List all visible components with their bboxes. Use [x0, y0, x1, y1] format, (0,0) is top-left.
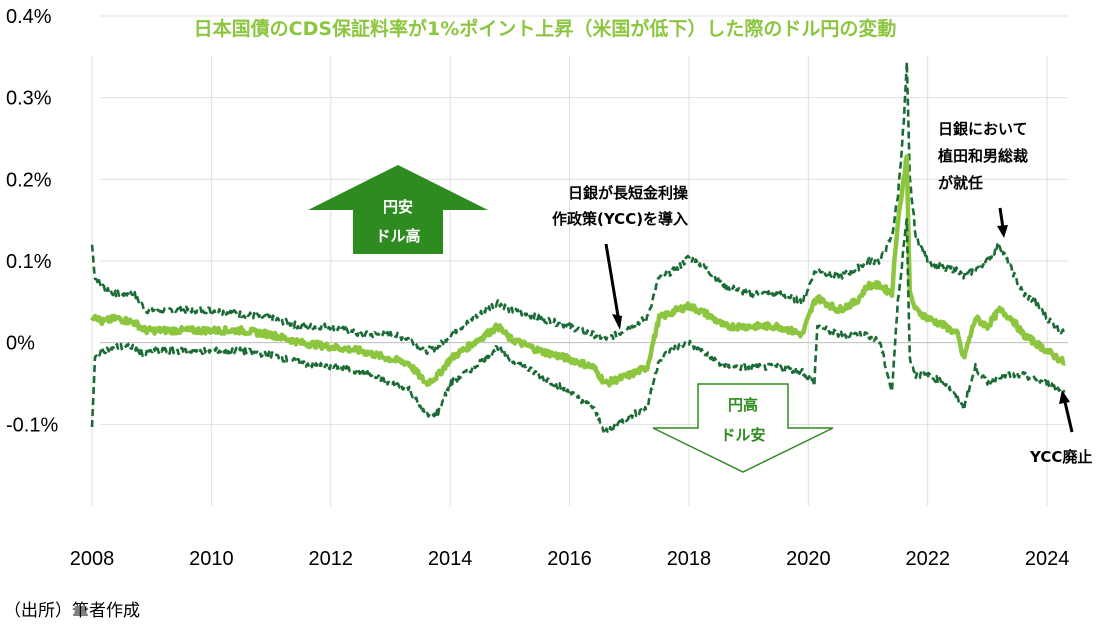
up-arrow-icon — [308, 165, 488, 254]
annotation-ueda-line1: 日銀において — [938, 120, 1028, 138]
y-tick-label: 0.1% — [6, 251, 52, 273]
x-tick-label: 2024 — [1025, 548, 1070, 570]
yen-strong-label-2: ドル安 — [720, 426, 765, 444]
series-line-lower — [90, 218, 1066, 434]
yen-strong-arrow: 円高 ドル安 — [652, 383, 834, 473]
annotation-ycc-intro-line2: 作政策(YCC)を導入 — [552, 210, 688, 228]
y-tick-label: 0% — [6, 333, 35, 355]
chart-title: 日本国債のCDS保証料率が1%ポイント上昇（米国が低下）した際のドル円の変動 — [194, 17, 897, 40]
y-tick-label: -0.1% — [6, 414, 58, 436]
x-tick-label: 2008 — [70, 548, 115, 570]
annotation-ycc-end-pointer — [1063, 401, 1074, 433]
down-arrow-icon — [652, 383, 834, 473]
x-tick-label: 2012 — [309, 548, 354, 570]
y-tick-label: 0.2% — [6, 169, 52, 191]
source-note: （出所）筆者作成 — [4, 601, 140, 621]
series-layer — [90, 60, 1067, 434]
annotation-ycc-intro: 日銀が長短金利操 作政策(YCC)を導入 — [552, 184, 689, 330]
arrowhead-icon — [1059, 390, 1070, 404]
yen-weak-label-2: ドル高 — [375, 227, 420, 245]
yen-strong-label-1: 円高 — [728, 396, 758, 414]
annotation-ycc-end: YCC廃止 — [1029, 390, 1092, 466]
annotation-ueda: 日銀において 植田和男総裁 が就任 — [938, 120, 1028, 238]
annotation-ycc-intro-pointer — [604, 243, 620, 317]
annotation-ueda-line3: が就任 — [938, 174, 983, 192]
x-tick-label: 2022 — [905, 548, 950, 570]
x-axis-ticks: 2008 2010 2012 2014 2016 2018 2020 2022 2024 — [70, 548, 1070, 570]
annotation-ueda-pointer — [998, 207, 1005, 229]
y-tick-label: 0.3% — [6, 88, 52, 110]
yen-weak-label-1: 円安 — [383, 198, 413, 216]
grid-lines — [91, 15, 1068, 506]
annotation-ueda-line2: 植田和男総裁 — [938, 147, 1028, 165]
x-tick-label: 2016 — [547, 548, 592, 570]
x-tick-label: 2014 — [428, 548, 473, 570]
series-line-center — [90, 153, 1067, 388]
series-line-upper — [90, 60, 1066, 355]
y-tick-label: 0.4% — [6, 6, 52, 28]
annotation-ycc-end-text: YCC廃止 — [1029, 448, 1092, 466]
yen-weak-arrow: 円安 ドル高 — [308, 165, 488, 254]
x-tick-label: 2018 — [667, 548, 712, 570]
annotation-ycc-intro-line1: 日銀が長短金利操 — [568, 184, 689, 202]
x-tick-label: 2020 — [786, 548, 831, 570]
arrowhead-icon — [612, 314, 622, 330]
arrowhead-icon — [997, 225, 1008, 238]
y-axis-ticks: -0.1% 0% 0.1% 0.2% 0.3% 0.4% — [6, 6, 58, 436]
x-tick-label: 2010 — [189, 548, 234, 570]
